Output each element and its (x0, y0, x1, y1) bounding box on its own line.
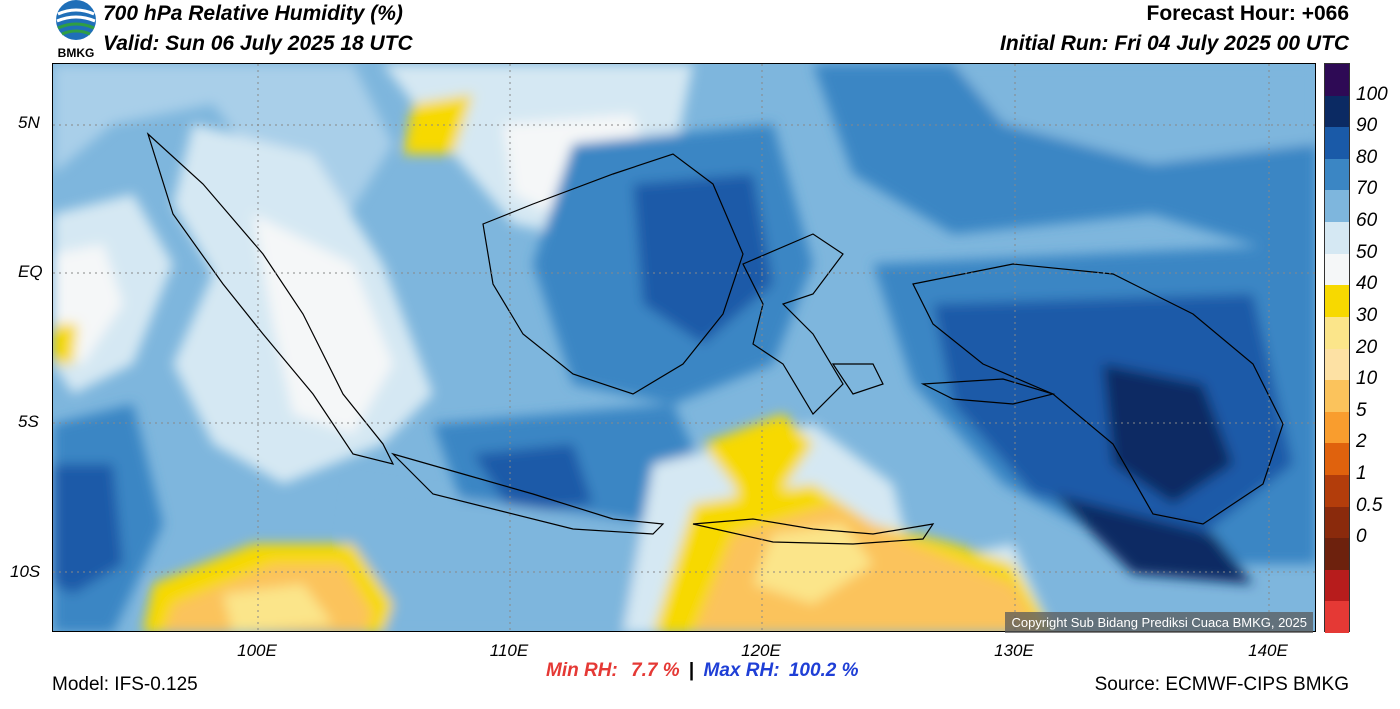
initial-run: Initial Run: Fri 04 July 2025 00 UTC (1000, 32, 1349, 55)
lon-label-110e: 110E (489, 641, 529, 660)
lat-label-eq: EQ (18, 262, 43, 281)
colorbar-segment (1325, 64, 1349, 97)
colorbar-segment (1325, 474, 1349, 508)
bmkg-logo-icon: BMKG (52, 0, 100, 60)
lon-label-130e: 130E (994, 641, 1034, 660)
lat-label-10s: 10S (10, 562, 41, 581)
valid-time: Valid: Sun 06 July 2025 18 UTC (103, 32, 413, 55)
lon-label-140e: 140E (1248, 641, 1288, 660)
colorbar-segment (1325, 601, 1349, 634)
colorbar-label: 90 (1356, 115, 1378, 137)
colorbar-segment (1325, 190, 1349, 223)
model-label: Model: IFS-0.125 (52, 674, 198, 695)
colorbar-segment (1325, 222, 1349, 255)
colorbar-segment (1325, 538, 1349, 571)
lon-label-100e: 100E (237, 641, 277, 660)
forecast-hour: Forecast Hour: +066 (1146, 2, 1350, 25)
map-title: 700 hPa Relative Humidity (%) (103, 2, 403, 25)
humidity-map (52, 63, 1316, 632)
copyright-notice: Copyright Sub Bidang Prediksi Cuaca BMKG… (1005, 612, 1313, 633)
colorbar-segment (1325, 348, 1349, 381)
colorbar-segment (1325, 569, 1349, 602)
colorbar-segment (1325, 127, 1349, 160)
lat-label-5s: 5S (18, 412, 39, 431)
colorbar-label: 10 (1356, 368, 1378, 390)
colorbar-segment (1325, 443, 1349, 476)
stats-separator: | (688, 660, 695, 681)
colorbar-label: 2 (1356, 431, 1367, 453)
colorbar-label: 40 (1356, 273, 1378, 295)
colorbar (1324, 63, 1350, 634)
colorbar-label: 80 (1356, 146, 1378, 168)
max-rh-value: 100.2 % (788, 660, 859, 681)
colorbar-label: 50 (1356, 241, 1378, 263)
colorbar-label: 70 (1356, 178, 1378, 200)
colorbar-segment (1325, 411, 1349, 444)
colorbar-label: 30 (1356, 304, 1378, 326)
lat-label-5n: 5N (18, 113, 40, 132)
lon-label-120e: 120E (741, 641, 781, 660)
colorbar-label: 0.5 (1356, 494, 1383, 516)
colorbar-segment (1325, 253, 1349, 286)
colorbar-segment (1325, 95, 1349, 128)
max-rh-label: Max RH: (703, 660, 780, 681)
colorbar-segment (1325, 285, 1349, 318)
colorbar-label: 0 (1356, 526, 1367, 548)
rh-stats: Min RH: 7.7 % | Max RH: 100.2 % (546, 660, 859, 682)
colorbar-segment (1325, 158, 1349, 191)
min-rh-value: 7.7 % (631, 660, 680, 681)
colorbar-label: 1 (1356, 462, 1367, 484)
colorbar-segment (1325, 380, 1349, 413)
min-rh-label: Min RH: (546, 660, 618, 681)
colorbar-segment (1325, 506, 1349, 539)
colorbar-label: 20 (1356, 336, 1378, 358)
source-label: Source: ECMWF-CIPS BMKG (1094, 674, 1349, 695)
colorbar-segment (1325, 316, 1349, 349)
colorbar-label: 100 (1356, 83, 1388, 105)
colorbar-label: 60 (1356, 210, 1378, 232)
logo-text: BMKG (57, 46, 95, 60)
colorbar-label: 5 (1356, 399, 1367, 421)
